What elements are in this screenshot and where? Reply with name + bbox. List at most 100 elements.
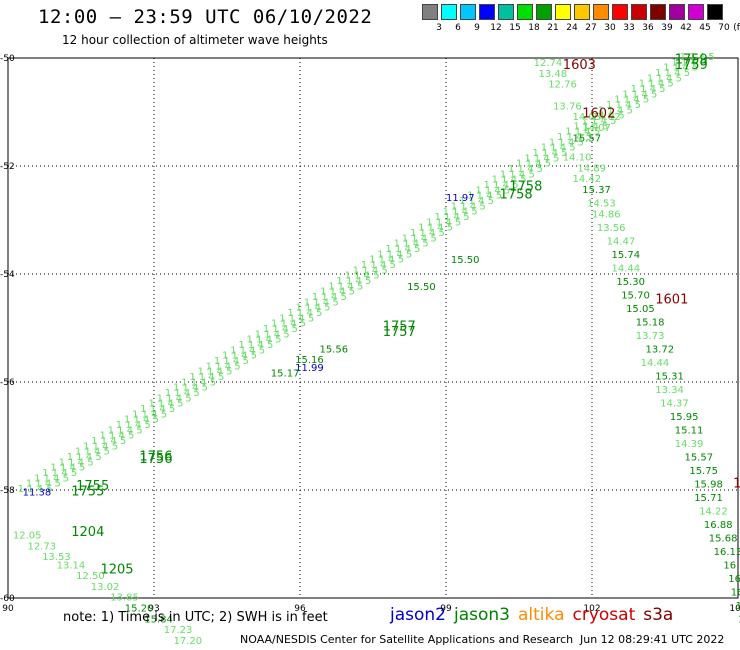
track-mark: 1 1 4 5 <box>140 404 175 415</box>
satellite-jason2: jason2 <box>390 605 446 625</box>
track-mark: 1 1 4 5 <box>680 52 715 63</box>
wave-height-label: 16.1 <box>731 587 740 598</box>
track-mark: 1 1 4 5 <box>238 340 273 351</box>
scale-swatch <box>707 4 723 20</box>
track-mark: 1 1 4 5 <box>402 233 437 244</box>
scale-swatch <box>593 4 609 20</box>
wave-height-label: 15.16 <box>295 355 324 366</box>
track-mark: 1 1 4 5 <box>34 473 69 484</box>
wave-height-label: 14.10 <box>563 153 592 164</box>
scale-swatch <box>574 4 590 20</box>
wave-height-label: 15.05 <box>626 304 655 315</box>
track-mark: 1 1 4 5 <box>287 308 322 319</box>
time-label: 1756 <box>139 452 172 467</box>
track-mark: 1 1 4 5 <box>18 484 53 495</box>
time-label: 1759 <box>675 52 708 67</box>
track-mark: 1 1 4 5 <box>328 281 363 292</box>
track-mark: 1 1 4 5 <box>197 367 232 378</box>
scale-unit: (ft) <box>733 23 740 33</box>
wave-height-label: 15.98 <box>694 479 723 490</box>
track-mark: 1 1 4 5 <box>549 137 584 148</box>
wave-height-label: 11.97 <box>446 193 475 204</box>
track-mark: 1 1 4 5 <box>655 68 690 79</box>
wave-height-label: 15.37 <box>582 185 611 196</box>
wave-height-label: 18. <box>736 601 740 612</box>
y-tick-label: -52 <box>0 162 15 172</box>
wave-height-label: 11.99 <box>295 363 324 374</box>
generation-timestamp: Jun 12 08:29:41 UTC 2022 <box>580 633 725 646</box>
wave-height-label: 15.75 <box>689 466 718 477</box>
track-mark: 1 1 4 5 <box>83 441 118 452</box>
track-mark: 1 1 4 5 <box>614 95 649 106</box>
wave-height-label: 13.56 <box>597 223 626 234</box>
track-mark: 1 1 4 5 <box>639 79 674 90</box>
wave-height-label: 14.89 <box>577 163 606 174</box>
wave-height-label: 15.57 <box>573 134 602 145</box>
scale-swatch <box>479 4 495 20</box>
track-mark: 1 1 4 5 <box>116 420 151 431</box>
x-tick-label: 105 <box>729 604 740 614</box>
track-mark: 1 1 4 5 <box>157 393 192 404</box>
scale-label: 27 <box>585 23 597 33</box>
track-mark: 1 1 4 5 <box>394 239 429 250</box>
scale-label: 45 <box>699 23 711 33</box>
track-mark: 1 1 4 5 <box>353 265 388 276</box>
track-mark: 1 1 4 5 <box>132 409 167 420</box>
wave-height-label: 13.34 <box>655 385 684 396</box>
track-mark: 1 1 4 5 <box>467 191 502 202</box>
track-mark: 1 1 4 5 <box>573 121 608 132</box>
track-mark: 1 1 4 5 <box>50 463 85 474</box>
track-mark: 1 1 4 5 <box>214 356 249 367</box>
scale-swatch <box>631 4 647 20</box>
x-tick-label: 90 <box>2 604 14 614</box>
scale-swatch <box>460 4 476 20</box>
time-label: 1603 <box>563 58 596 73</box>
scale-label: 33 <box>623 23 635 33</box>
track-mark: 1 1 4 5 <box>304 297 339 308</box>
y-tick-label: -50 <box>0 54 15 64</box>
track-mark: 1 1 4 5 <box>524 153 559 164</box>
track-mark: 1 1 4 5 <box>451 201 486 212</box>
wave-height-label: 14.07 <box>582 123 611 134</box>
wave-height-label: 15.50 <box>407 282 436 293</box>
scale-label: 6 <box>455 23 461 33</box>
track-mark: 1 1 4 5 <box>492 175 527 186</box>
satellite-altika: altika <box>518 605 565 625</box>
track-mark: 1 1 4 5 <box>582 116 617 127</box>
y-tick-label: -54 <box>0 270 15 280</box>
scale-label: 30 <box>604 23 616 33</box>
wave-height-label: 14.37 <box>660 398 689 409</box>
scale-swatch <box>498 4 514 20</box>
page-title: 12:00 – 23:59 UTC 06/10/2022 <box>38 6 373 28</box>
plot-frame <box>7 57 739 599</box>
scale-swatch <box>555 4 571 20</box>
wave-height-label: 14.44 <box>641 358 670 369</box>
scale-swatch <box>612 4 628 20</box>
x-tick-label: 102 <box>583 604 600 614</box>
track-mark: 1 1 4 5 <box>385 244 420 255</box>
wave-height-label: 13.73 <box>636 331 665 342</box>
wave-height-label: 15.20 <box>125 604 154 615</box>
scale-label: 15 <box>509 23 521 33</box>
track-mark: 1 1 4 5 <box>42 468 77 479</box>
wave-height-label: 15.56 <box>319 344 348 355</box>
scale-label: 21 <box>547 23 559 33</box>
scale-swatch <box>688 4 704 20</box>
wave-height-label: 13.85 <box>110 593 139 604</box>
wave-height-label: 12.76 <box>548 80 577 91</box>
y-tick-label: -58 <box>0 486 15 496</box>
wave-height-label: 15.68 <box>709 533 738 544</box>
track-mark: 1 1 4 5 <box>516 159 551 170</box>
time-label: 1600 <box>733 476 740 491</box>
track-mark: 1 1 4 5 <box>361 260 396 271</box>
track-mark: 1 1 4 5 <box>296 303 331 314</box>
scale-swatch <box>669 4 685 20</box>
wave-height-label: 12.05 <box>13 531 42 542</box>
scale-label: 18 <box>528 23 540 33</box>
wave-height-label: 16.27 <box>723 560 740 571</box>
track-mark: 1 1 4 5 <box>312 292 347 303</box>
track-mark: 1 1 4 5 <box>434 212 469 223</box>
scale-swatch <box>650 4 666 20</box>
track-mark: 1 1 4 5 <box>647 73 682 84</box>
